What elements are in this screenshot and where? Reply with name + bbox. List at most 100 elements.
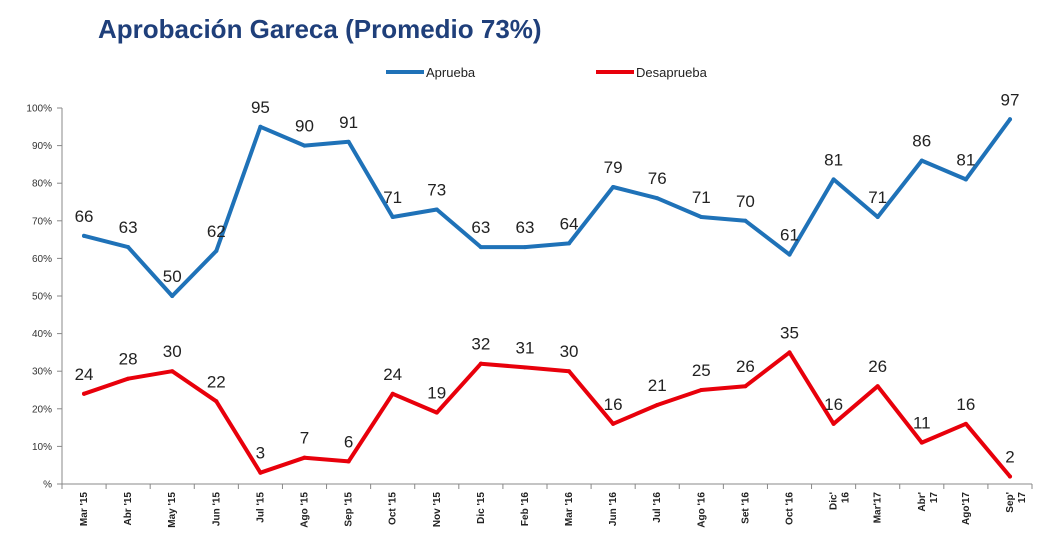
x-tick-label: Mar '16 xyxy=(564,492,575,527)
data-point xyxy=(655,403,660,408)
data-point xyxy=(302,143,307,148)
data-point xyxy=(170,294,175,298)
data-point xyxy=(919,158,924,163)
y-tick-label: 70% xyxy=(32,216,52,227)
data-label: 71 xyxy=(868,188,887,207)
data-point xyxy=(82,391,87,396)
y-tick-label: % xyxy=(43,480,52,491)
legend: Aprueba Desaprueba xyxy=(386,65,708,80)
data-label: 26 xyxy=(868,357,887,376)
x-tick-label: Jul '16 xyxy=(652,492,663,523)
data-point xyxy=(170,369,175,374)
data-point xyxy=(831,177,836,182)
data-point xyxy=(567,369,572,374)
data-point xyxy=(787,252,792,257)
data-point xyxy=(214,248,219,253)
data-point xyxy=(302,455,307,460)
data-label: 86 xyxy=(912,132,931,151)
data-label: 16 xyxy=(604,395,623,414)
data-point xyxy=(346,459,351,464)
data-point xyxy=(346,139,351,144)
data-label: 91 xyxy=(339,113,358,132)
x-tick-label: Mar '15 xyxy=(79,492,90,527)
data-point xyxy=(963,177,968,182)
data-label: 2 xyxy=(1005,447,1014,466)
data-label: 6 xyxy=(344,432,353,451)
data-point xyxy=(390,215,395,220)
data-label: 50 xyxy=(163,267,182,286)
data-point xyxy=(478,361,483,366)
x-tick-label: Ago'17 xyxy=(961,492,972,525)
y-tick-label: 100% xyxy=(26,104,52,115)
data-label: 26 xyxy=(736,357,755,376)
data-point xyxy=(611,184,616,189)
x-tick-label: Abr' xyxy=(917,492,928,512)
data-label: 62 xyxy=(207,222,226,241)
x-tick-label: Oct '15 xyxy=(388,492,399,525)
x-tick-label: Ago '15 xyxy=(300,492,311,528)
data-label: 73 xyxy=(427,181,446,200)
data-label: 63 xyxy=(119,218,138,237)
y-tick-label: 30% xyxy=(32,367,52,378)
data-point xyxy=(743,384,748,389)
data-label: 81 xyxy=(824,150,843,169)
data-point xyxy=(743,218,748,223)
data-point xyxy=(434,410,439,415)
series-line-aprueba xyxy=(82,117,1012,298)
y-tick-label: 10% xyxy=(32,442,52,453)
data-label: 63 xyxy=(471,218,490,237)
x-tick-label: 17 xyxy=(1017,492,1028,504)
x-tick-label: May '15 xyxy=(167,492,178,528)
data-point xyxy=(126,376,131,381)
data-point xyxy=(699,388,704,392)
data-label: 30 xyxy=(163,342,182,361)
y-tick-label: 40% xyxy=(32,329,52,340)
data-label: 71 xyxy=(692,188,711,207)
x-tick-label: Feb '16 xyxy=(520,492,531,526)
x-tick-label: Sep '15 xyxy=(344,492,355,527)
x-tick-label: Mar'17 xyxy=(873,492,884,524)
y-tick-label: 60% xyxy=(32,254,52,265)
x-tick-label: Sep' xyxy=(1005,492,1016,513)
x-tick-label: Jul '15 xyxy=(255,492,266,523)
x-tick-label: Set '16 xyxy=(740,492,751,524)
data-point xyxy=(434,207,439,212)
data-label: 95 xyxy=(251,98,270,117)
data-label: 3 xyxy=(256,444,265,463)
data-label: 19 xyxy=(427,384,446,403)
x-tick-label: 17 xyxy=(929,492,940,504)
data-label: 32 xyxy=(471,335,490,354)
data-label: 64 xyxy=(560,214,579,233)
y-tick-label: 20% xyxy=(32,404,52,415)
data-point xyxy=(787,350,792,355)
data-label: 31 xyxy=(515,338,534,357)
x-tick-label: Nov '15 xyxy=(432,492,443,528)
data-label: 66 xyxy=(75,207,94,226)
data-point xyxy=(831,421,836,426)
data-label: 61 xyxy=(780,226,799,245)
data-point xyxy=(1007,117,1012,122)
data-point xyxy=(258,124,263,129)
data-point xyxy=(875,215,880,220)
data-label: 71 xyxy=(383,188,402,207)
data-label: 24 xyxy=(383,365,402,384)
data-label: 90 xyxy=(295,117,314,136)
legend-label-desaprueba: Desaprueba xyxy=(636,65,708,80)
x-tick-label: Dic '15 xyxy=(476,492,487,524)
data-point xyxy=(522,365,527,370)
data-label: 28 xyxy=(119,350,138,369)
data-point xyxy=(567,241,572,246)
data-label: 16 xyxy=(824,395,843,414)
y-tick-label: 50% xyxy=(32,292,52,303)
data-point xyxy=(963,421,968,426)
data-point xyxy=(875,384,880,389)
x-tick-label: Ago '16 xyxy=(696,492,707,528)
data-point xyxy=(390,391,395,396)
series-layer xyxy=(82,117,1012,479)
data-point xyxy=(478,245,483,250)
y-tick-label: 90% xyxy=(32,141,52,152)
y-tick-label: 80% xyxy=(32,179,52,190)
data-label: 35 xyxy=(780,323,799,342)
data-label: 21 xyxy=(648,376,667,395)
